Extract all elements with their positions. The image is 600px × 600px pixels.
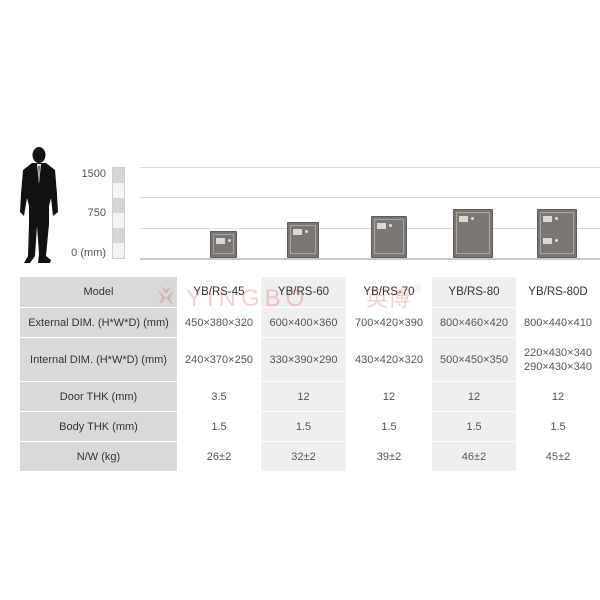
table-row-model: Model YB/RS-45 YB/RS-60 YB/RS-70 YB/RS-8… (20, 277, 600, 308)
table-row: External DIM. (H*W*D) (mm) 450×380×320 6… (20, 307, 600, 338)
keypad-panel (543, 216, 552, 222)
size-comparison: 1500 750 0 (mm) (0, 0, 600, 270)
ground-line (140, 258, 600, 260)
safe-icon (537, 209, 577, 258)
row-label-internal-dim: Internal DIM. (H*W*D) (mm) (20, 337, 177, 382)
table-row: N/W (kg) 26±2 32±2 39±2 46±2 45±2 (20, 441, 600, 472)
safe-door (456, 212, 490, 254)
table-cell: 1.5 (516, 411, 600, 442)
safe-icon (287, 222, 319, 258)
keypad-panel (377, 223, 386, 229)
table-cell: 430×420×320 (346, 337, 432, 382)
table-cell: 45±2 (516, 441, 600, 472)
table-row: Body THK (mm) 1.5 1.5 1.5 1.5 1.5 (20, 411, 600, 442)
table-cell: 46±2 (432, 441, 516, 472)
table-cell: 240×370×250 (177, 337, 261, 382)
safe-door (290, 225, 316, 254)
table-cell: 1.5 (261, 411, 346, 442)
table-cell: 12 (261, 381, 346, 412)
handle-knob (305, 230, 308, 233)
keypad-panel (543, 238, 552, 244)
spec-table: Model YB/RS-45 YB/RS-60 YB/RS-70 YB/RS-8… (20, 277, 600, 472)
gridline-500 (140, 228, 600, 229)
table-cell: 39±2 (346, 441, 432, 472)
model-cell: YB/RS-70 (346, 277, 432, 308)
table-cell: 700×420×390 (346, 307, 432, 338)
safe-icon (371, 216, 407, 258)
safe-door (212, 234, 234, 254)
table-cell: 1.5 (346, 411, 432, 442)
scale-label-750: 750 (87, 207, 106, 219)
table-cell: 12 (432, 381, 516, 412)
table-cell: 1.5 (177, 411, 261, 442)
row-label-net-weight: N/W (kg) (20, 441, 177, 472)
businessman-silhouette-icon (20, 147, 58, 263)
table-cell: 800×440×410 (516, 307, 600, 338)
table-cell: 12 (516, 381, 600, 412)
table-row: Internal DIM. (H*W*D) (mm) 240×370×250 3… (20, 337, 600, 382)
header-label-model: Model (20, 277, 177, 308)
scale-label-1500: 1500 (81, 168, 106, 180)
model-cell: YB/RS-45 (177, 277, 261, 308)
handle-knob (389, 224, 392, 227)
table-cell: 600×400×360 (261, 307, 346, 338)
table-cell: 220×430×340 290×430×340 (516, 337, 600, 382)
keypad-panel (215, 238, 225, 244)
row-label-external-dim: External DIM. (H*W*D) (mm) (20, 307, 177, 338)
table-cell: 26±2 (177, 441, 261, 472)
handle-knob (471, 217, 474, 220)
table-cell: 450×380×320 (177, 307, 261, 338)
gridline-1500 (140, 167, 600, 168)
keypad-panel (459, 216, 468, 222)
height-ruler (112, 167, 125, 259)
table-cell: 32±2 (261, 441, 346, 472)
table-row: Door THK (mm) 3.5 12 12 12 12 (20, 381, 600, 412)
table-cell: 3.5 (177, 381, 261, 412)
model-cell: YB/RS-80D (516, 277, 600, 308)
model-cell: YB/RS-60 (261, 277, 346, 308)
handle-knob (555, 239, 558, 242)
handle-knob (555, 217, 558, 220)
table-cell: 800×460×420 (432, 307, 516, 338)
row-label-body-thk: Body THK (mm) (20, 411, 177, 442)
table-cell: 1.5 (432, 411, 516, 442)
gridline-1000 (140, 197, 600, 198)
table-cell: 500×450×350 (432, 337, 516, 382)
table-cell: 12 (346, 381, 432, 412)
safe-door (374, 219, 404, 254)
model-cell: YB/RS-80 (432, 277, 516, 308)
handle-knob (227, 239, 231, 242)
table-cell: 330×390×290 (261, 337, 346, 382)
safe-door (540, 212, 574, 254)
safe-icon (209, 231, 237, 258)
row-label-door-thk: Door THK (mm) (20, 381, 177, 412)
keypad-panel (293, 229, 302, 235)
safe-icon (453, 209, 493, 258)
scale-label-0: 0 (mm) (71, 247, 106, 259)
